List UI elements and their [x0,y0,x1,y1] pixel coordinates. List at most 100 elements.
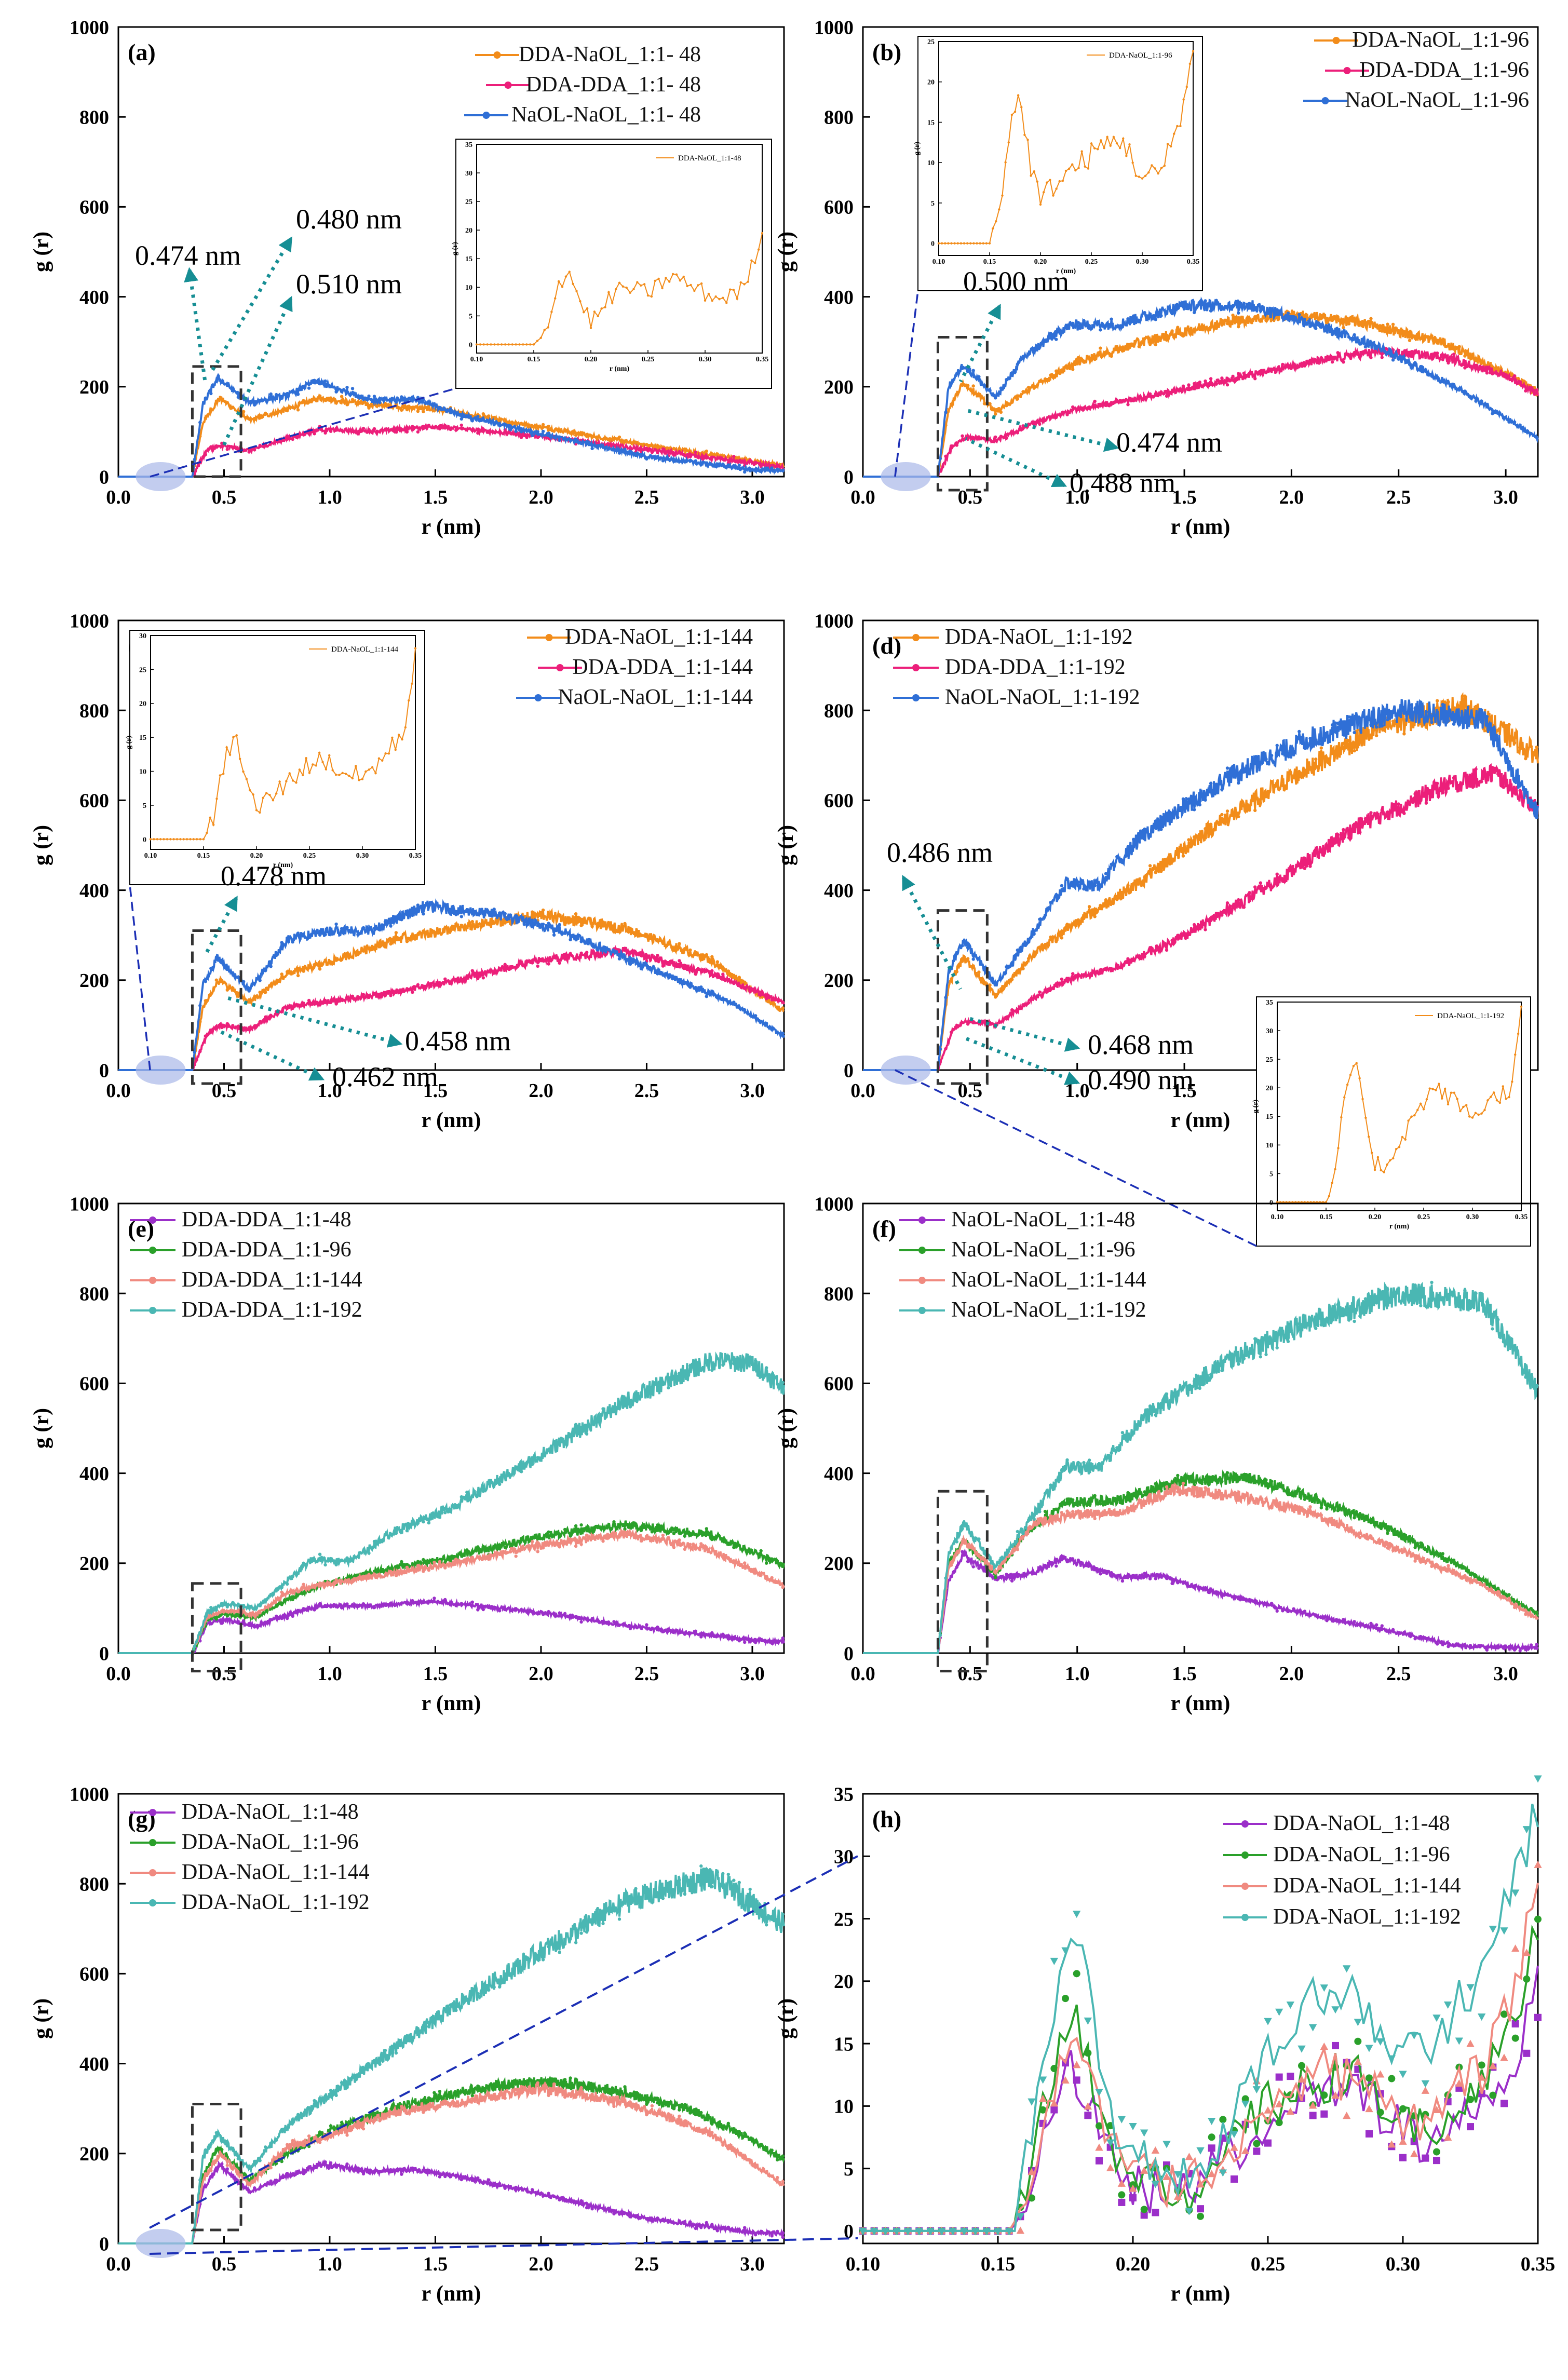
data-point [214,1617,218,1621]
data-point [737,463,741,467]
x-tick-label: 0.20 [250,852,263,860]
data-point [579,1931,583,1935]
y-axis-label: g (r) [913,142,921,155]
y-tick-label: 200 [79,2143,109,2165]
legend-label: DDA-NaOL_1:1-144 [565,625,753,649]
series-line [863,345,1539,478]
data-point [1264,1353,1268,1357]
y-tick-label: 15 [139,734,146,742]
legend-label: DDA-NaOL_1:1-192 [945,625,1133,649]
y-tick-label: 0 [844,466,854,488]
y-tick-label: 35 [834,1783,854,1805]
data-point [1072,1911,1081,1918]
x-tick-label: 3.0 [1493,1663,1518,1685]
inset-frame [1256,996,1531,1247]
data-point [1106,2163,1115,2171]
data-point [1095,2143,1103,2151]
data-point [1297,729,1301,734]
data-point [1529,799,1533,803]
series-line [118,898,785,1071]
y-tick-label: 800 [79,107,109,129]
legend-label: DDA-NaOL_1:1-96 [1352,28,1529,52]
data-point [1152,2209,1159,2216]
plot-frame [117,619,785,1071]
annotation-label: 0.474 nm [1116,427,1222,458]
data-point [1433,2148,1440,2156]
data-point [1225,809,1229,813]
data-point [971,1565,975,1568]
annotation-label: 0.480 nm [296,204,402,235]
highlight-ellipse [881,462,931,491]
data-point [612,1620,616,1624]
x-tick-label: 0.15 [983,258,996,266]
series-line [118,1527,785,1654]
x-axis-label: r (nm) [1056,267,1076,275]
data-point [459,423,463,427]
legend-marker [1321,97,1329,104]
legend-label: DDA-NaOL_1:1-96 [1273,1843,1450,1867]
data-point [1219,2116,1227,2124]
legend-label: DDA-NaOL_1:1-192 [182,1890,370,1914]
x-tick-label: 0.25 [303,852,316,860]
annotation-arrow [958,304,1002,383]
y-tick-label: 30 [1266,1027,1273,1035]
data-point [1432,2014,1441,2022]
data-point [296,973,300,978]
annotation-label: 0.462 nm [332,1061,438,1092]
panel-d: 0.00.51.01.52.02.53.002004006008001000r … [774,610,1539,1247]
data-point [1408,339,1412,342]
legend-marker [1241,1851,1249,1859]
data-point [1500,1927,1508,1935]
legend-label: DDA-NaOL_1:1-96 [182,1830,359,1854]
data-point [1225,383,1229,387]
data-point [1433,2157,1440,2165]
x-axis-label: r (nm) [1171,1692,1231,1715]
series-line [118,422,785,478]
annotation-arrow [901,875,963,990]
data-point [617,435,621,439]
data-point [1204,928,1207,931]
y-tick-label: 600 [79,1964,109,1985]
data-point [1055,1564,1058,1568]
y-tick-label: 400 [79,287,109,308]
x-tick-label: 0.0 [106,486,131,508]
legend-marker [1241,1914,1249,1921]
x-tick-label: 2.0 [529,1080,553,1102]
x-tick-label: 2.5 [634,1663,659,1685]
data-point [514,429,518,433]
x-tick-label: 1.5 [1172,486,1197,508]
data-point [422,912,425,916]
legend-marker [912,694,920,701]
data-point [1297,2045,1306,2053]
x-tick-label: 3.0 [740,486,765,508]
data-point [705,1527,709,1531]
legend-label: DDA-NaOL_1:1-48 [182,1800,359,1824]
legend-label: NaOL-NaOL_1:1- 48 [511,103,701,127]
data-point [558,961,561,965]
x-tick-label: 1.0 [317,1080,342,1102]
data-point [1065,923,1069,926]
data-point [1308,2024,1317,2032]
data-point [1375,734,1378,738]
data-point [1181,854,1185,858]
data-point [1314,758,1318,761]
y-tick-label: 400 [824,880,854,902]
x-tick-label: 0.25 [1417,1213,1430,1221]
data-point [977,970,981,974]
data-point [1099,346,1102,350]
y-tick-label: 0 [844,1060,854,1081]
data-point [481,1607,485,1612]
data-point [1148,864,1152,868]
zoom-box [191,1582,242,1673]
y-tick-label: 25 [139,666,146,674]
data-point [1443,2002,1452,2009]
x-tick-label: 2.0 [529,486,553,508]
data-point [977,1566,981,1570]
data-point [307,386,311,390]
y-tick-label: 5 [469,313,472,320]
x-tick-label: 3.0 [740,1663,765,1685]
data-point [1096,2157,1103,2165]
y-tick-label: 10 [1266,1142,1273,1150]
series-line [863,1548,1539,1654]
series-line [863,1281,1539,1654]
